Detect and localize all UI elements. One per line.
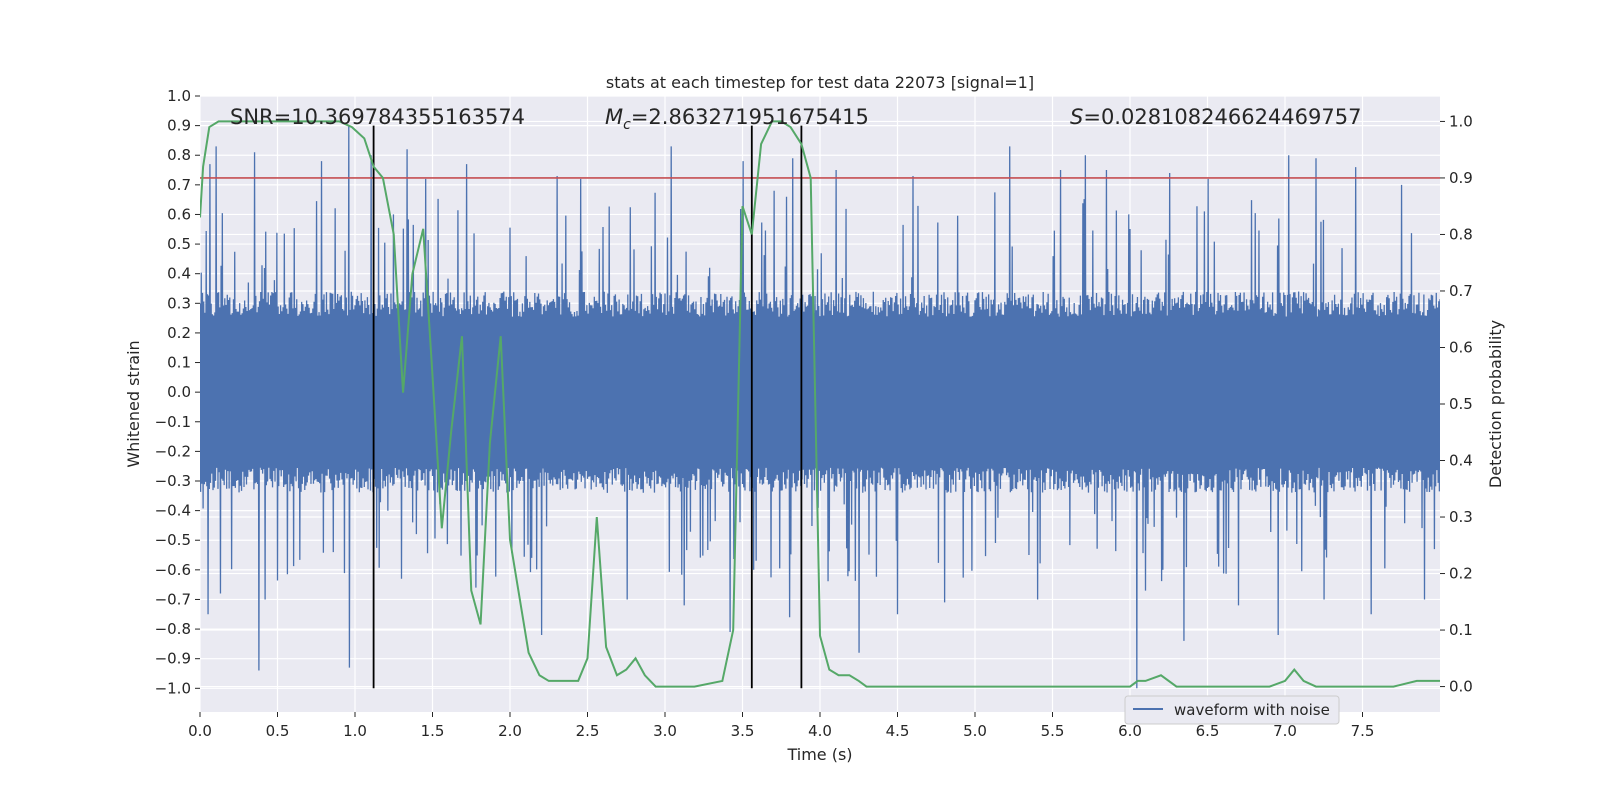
y-tick-label: 0.9 — [167, 117, 191, 135]
y2-tick-label: 0.6 — [1449, 338, 1473, 356]
y-tick-label: −0.6 — [155, 561, 191, 579]
chirp-mass-annotation: Mc=2.863271951675415 — [605, 105, 869, 133]
x-tick-label: 6.0 — [1118, 722, 1142, 740]
x-tick-label: 7.0 — [1273, 722, 1297, 740]
legend-box — [1124, 695, 1340, 725]
y2-tick-label: 0.0 — [1449, 678, 1473, 696]
y-axis-ticks: −1.0 −0.9 −0.8 −0.7 −0.6 −0.5 −0.4 −0.3 −0.2 −0.1… — [155, 87, 200, 697]
y2-tick-label: 0.7 — [1449, 282, 1473, 300]
y-tick-label: −0.7 — [155, 590, 191, 608]
y2-tick-label: 0.4 — [1449, 452, 1473, 470]
x-tick-label: 4.0 — [808, 722, 832, 740]
x-axis-label: Time (s) — [786, 745, 852, 764]
y-tick-label: 0.4 — [167, 265, 191, 283]
s-annotation: S=0.028108246624469757 — [1070, 105, 1361, 129]
y2-tick-label: 0.8 — [1449, 225, 1473, 243]
x-tick-label: 6.5 — [1196, 722, 1220, 740]
y2-tick-label: 0.3 — [1449, 508, 1473, 526]
x-tick-label: 7.5 — [1351, 722, 1375, 740]
y-tick-label: −0.3 — [155, 472, 191, 490]
x-tick-label: 0.0 — [188, 722, 212, 740]
x-tick-label: 3.5 — [731, 722, 755, 740]
x-tick-label: 1.5 — [421, 722, 445, 740]
y-tick-label: 0.1 — [167, 354, 191, 372]
x-tick-label: 2.0 — [498, 722, 522, 740]
chirp-mass-symbol: M — [605, 105, 623, 129]
legend-entry: waveform with noise — [1174, 701, 1330, 719]
x-tick-label: 5.5 — [1041, 722, 1065, 740]
y-axis-label: Whitened strain — [124, 340, 143, 467]
y2-tick-label: 0.2 — [1449, 565, 1473, 583]
s-value: =0.028108246624469757 — [1083, 105, 1361, 129]
chart-title: stats at each timestep for test data 220… — [606, 73, 1034, 92]
y2-axis-ticks: 0.0 0.1 0.2 0.3 0.4 0.5 0.6 0.7 0.8 0.9 1.0 — [1440, 112, 1473, 696]
y-tick-label: 0.6 — [167, 205, 191, 223]
y-tick-label: 0.0 — [167, 383, 191, 401]
y-tick-label: 0.8 — [167, 146, 191, 164]
y-tick-label: −0.9 — [155, 650, 191, 668]
x-tick-label: 5.0 — [963, 722, 987, 740]
y2-tick-label: 0.9 — [1449, 169, 1473, 187]
y-tick-label: −0.2 — [155, 442, 191, 460]
y2-tick-label: 0.5 — [1449, 395, 1473, 413]
y-tick-label: −0.5 — [155, 531, 191, 549]
y-tick-label: 0.2 — [167, 324, 191, 342]
x-tick-label: 0.5 — [266, 722, 290, 740]
chirp-mass-value: =2.863271951675415 — [631, 105, 869, 129]
s-symbol: S — [1070, 105, 1083, 129]
y-tick-label: 0.5 — [167, 235, 191, 253]
y-tick-label: −0.1 — [155, 413, 191, 431]
x-tick-label: 4.5 — [886, 722, 910, 740]
snr-annotation: SNR=10.369784355163574 — [230, 105, 525, 129]
y-tick-label: −1.0 — [155, 679, 191, 697]
x-tick-label: 1.0 — [343, 722, 367, 740]
waveform-line — [200, 125, 1440, 689]
legend: waveform with noise — [1124, 695, 1340, 725]
y2-tick-label: 1.0 — [1449, 112, 1473, 130]
x-tick-label: 3.0 — [653, 722, 677, 740]
chirp-mass-subscript: c — [623, 117, 631, 133]
y-tick-label: 0.7 — [167, 176, 191, 194]
x-tick-label: 2.5 — [576, 722, 600, 740]
y-tick-label: −0.4 — [155, 502, 191, 520]
vertical-markers — [372, 125, 803, 689]
y2-axis-label: Detection probability — [1486, 320, 1505, 488]
detection-probability-line — [200, 120, 1440, 688]
y2-tick-label: 0.1 — [1449, 621, 1473, 639]
y-tick-label: 0.3 — [167, 294, 191, 312]
y-tick-label: 1.0 — [167, 87, 191, 105]
x-axis-ticks: 0.0 0.5 1.0 1.5 2.0 2.5 3.0 3.5 4.0 4.5 5.0 5.5 6.0 6… — [188, 712, 1374, 740]
y-tick-label: −0.8 — [155, 620, 191, 638]
